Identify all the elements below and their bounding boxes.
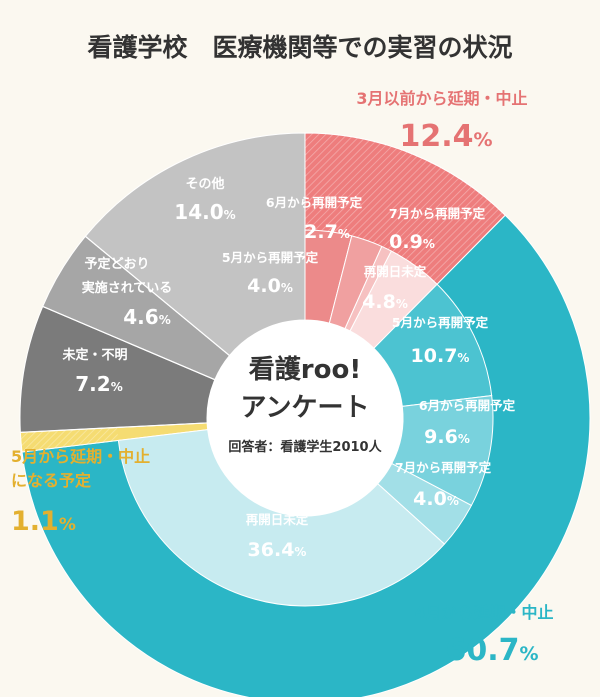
outer-label-postpone-from-april: 4月から延期・中止 xyxy=(414,603,553,622)
inner-label-m-resume-june: 6月から再開予定 xyxy=(266,195,363,210)
chart-title: 看護学校 医療機関等での実習の状況 xyxy=(87,33,512,62)
outer-label-postpone-from-march: 3月以前から延期・中止 xyxy=(356,89,527,108)
center-title-line1: 看護roo! xyxy=(249,354,361,385)
outer-slice-hatch-postpone-from-may xyxy=(20,427,119,452)
center-note: 回答者：看護学生2010人 xyxy=(228,439,382,455)
inner-value-m-resume-july: 0.9% xyxy=(389,231,435,253)
inner-value-a-resume-july: 4.0% xyxy=(413,488,459,510)
divider-other xyxy=(85,235,230,356)
divider-as-planned xyxy=(42,305,216,381)
center-title-line2: アンケート xyxy=(241,393,370,423)
outer-slice-hatch-postpone-from-march xyxy=(305,133,506,285)
hatch-overlays xyxy=(20,133,506,452)
inner-label-m-resume-july: 7月から再開予定 xyxy=(389,206,486,221)
center-hole xyxy=(207,320,403,516)
outer-label-postpone-from-may-1: 5月から延期・中止 xyxy=(11,447,150,466)
outer-label-postpone-from-may-2: になる予定 xyxy=(11,471,91,490)
data-labels: 3月以前から延期・中止 12.4% 4月から延期・中止 60.7% 5月から延期・中止に… xyxy=(11,89,554,668)
inner-value-m-resume-may: 4.0% xyxy=(247,275,293,297)
inner-label-m-undecided: 再開日未定 xyxy=(364,264,427,279)
outer-value-postpone-from-march: 12.4% xyxy=(399,119,492,154)
inner-label-a-resume-may: 5月から再開予定 xyxy=(392,315,489,330)
inner-value-m-undecided: 4.8% xyxy=(362,291,408,313)
outer-label-as-planned-2: 実施されている xyxy=(82,280,173,296)
inner-label-a-resume-july: 7月から再開予定 xyxy=(395,460,492,475)
outer-value-postpone-from-april: 60.7% xyxy=(445,633,538,668)
inner-value-a-resume-may: 10.7% xyxy=(411,345,470,367)
outer-label-undecided: 未定・不明 xyxy=(61,347,127,363)
inner-value-m-resume-june: 2.7% xyxy=(304,221,350,243)
outer-label-other: その他 xyxy=(185,176,224,192)
inner-value-a-resume-june: 9.6% xyxy=(424,426,470,448)
outer-label-as-planned-1: 予定どおり xyxy=(84,256,149,272)
inner-label-m-resume-may: 5月から再開予定 xyxy=(222,250,319,265)
inner-label-a-resume-june: 6月から再開予定 xyxy=(419,398,516,413)
inner-label-a-undecided: 再開日未定 xyxy=(246,512,309,527)
inner-ring xyxy=(20,229,494,607)
inner-value-a-undecided: 36.4% xyxy=(248,539,307,561)
